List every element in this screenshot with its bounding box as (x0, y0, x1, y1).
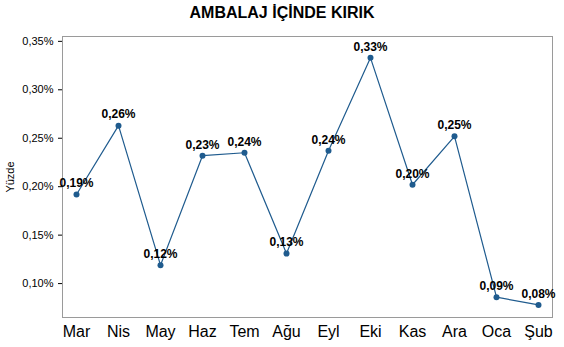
svg-text:0,25%: 0,25% (22, 132, 53, 144)
svg-text:0,09%: 0,09% (479, 279, 513, 293)
svg-text:0,25%: 0,25% (437, 118, 471, 132)
svg-text:Haz: Haz (188, 323, 216, 340)
svg-text:0,33%: 0,33% (353, 40, 387, 54)
svg-text:0,13%: 0,13% (269, 235, 303, 249)
svg-text:0,15%: 0,15% (22, 229, 53, 241)
svg-text:Yüzde: Yüzde (4, 161, 16, 192)
svg-text:Ara: Ara (442, 323, 467, 340)
svg-text:Kas: Kas (399, 323, 427, 340)
svg-text:0,35%: 0,35% (22, 35, 53, 47)
svg-text:0,24%: 0,24% (311, 133, 345, 147)
svg-text:Nis: Nis (107, 323, 130, 340)
svg-text:0,20%: 0,20% (22, 180, 53, 192)
svg-text:0,08%: 0,08% (521, 287, 555, 301)
svg-text:May: May (145, 323, 175, 340)
svg-text:0,30%: 0,30% (22, 83, 53, 95)
svg-text:0,20%: 0,20% (395, 167, 429, 181)
svg-text:0,19%: 0,19% (59, 176, 93, 190)
html-text:AMBALAJ İÇİNDE KIRIK: AMBALAJ İÇİNDE KIRIK (189, 4, 375, 21)
svg-text:Oca: Oca (482, 323, 511, 340)
svg-text:Ağu: Ağu (272, 323, 300, 340)
svg-text:0,26%: 0,26% (101, 107, 135, 121)
svg-text:Tem: Tem (229, 323, 259, 340)
svg-text:0,10%: 0,10% (22, 277, 53, 289)
svg-text:Şub: Şub (524, 323, 553, 340)
svg-text:0,23%: 0,23% (185, 138, 219, 152)
svg-text:Eyl: Eyl (317, 323, 339, 340)
svg-text:Mar: Mar (63, 323, 91, 340)
svg-text:0,24%: 0,24% (227, 135, 261, 149)
svg-text:Eki: Eki (359, 323, 381, 340)
svg-text:0,12%: 0,12% (143, 247, 177, 261)
